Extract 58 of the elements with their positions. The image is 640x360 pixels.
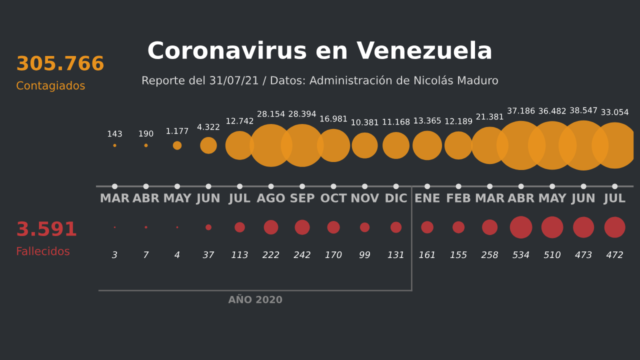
category-label: JUL: [603, 194, 626, 205]
data-label: 37.186: [508, 108, 535, 114]
data-label: 21.381: [476, 114, 504, 120]
category-label: SEP: [290, 194, 314, 202]
data-label: 473: [575, 251, 592, 258]
data-label: 170: [325, 251, 342, 258]
text: AÑO 2020: [228, 294, 282, 304]
text: 3.591: [17, 221, 76, 236]
category-label: ENE: [415, 194, 440, 202]
text: 305.766: [17, 56, 104, 70]
legend-label: Fallecidos: [17, 246, 70, 256]
data-label: 28.394: [288, 110, 316, 117]
category-label: FEB: [447, 194, 470, 202]
data-label: 143: [108, 130, 122, 137]
data-label: 12.189: [445, 118, 472, 124]
data-label: 28.154: [258, 110, 285, 117]
category-label: MAR: [100, 194, 130, 202]
data-label: 10.381: [352, 119, 378, 126]
data-label: 113: [232, 251, 248, 258]
category-label: MAY: [164, 194, 192, 202]
data-label: 155: [450, 251, 467, 258]
data-label: 472: [606, 251, 623, 258]
category-label: ABR: [132, 194, 160, 202]
data-label: 16.981: [320, 116, 347, 122]
data-label: 1.177: [166, 128, 188, 134]
data-label: 13.365: [414, 117, 441, 124]
category-label: ABR: [508, 194, 534, 202]
data-label: 4: [174, 251, 180, 258]
data-label: 37: [202, 251, 214, 258]
category-label: JUN: [196, 194, 220, 205]
data-label: 222: [262, 251, 280, 258]
data-label: 534: [512, 251, 530, 258]
legend-label: Contagiados: [16, 81, 85, 92]
data-label: 38.547: [570, 107, 597, 114]
data-label: 510: [544, 251, 560, 258]
data-label: 11.168: [382, 118, 410, 125]
data-label: 190: [139, 130, 154, 137]
category-label: NOV: [352, 194, 380, 202]
data-label: 33.054: [601, 109, 628, 116]
data-label: 4.322: [197, 124, 220, 130]
category-label: AGO: [256, 194, 285, 202]
data-label: 242: [294, 251, 310, 258]
data-label: 131: [388, 251, 404, 258]
text: Coronavirus en Venezuela: [148, 40, 492, 60]
data-label: 7: [144, 251, 149, 258]
data-label: 36.482: [538, 108, 566, 114]
category-label: MAY: [539, 194, 567, 202]
data-label: 99: [359, 251, 370, 258]
category-label: OCT: [320, 194, 347, 202]
category-label: MAR: [476, 194, 505, 202]
data-label: 12.742: [226, 118, 254, 124]
category-label: DIC: [386, 194, 407, 202]
data-label: 3: [112, 251, 118, 258]
data-label: 161: [419, 251, 435, 258]
text: Reporte del 31/07/21 / Datos: Administración de Nicolás Maduro: [142, 75, 498, 87]
data-label: 258: [481, 251, 498, 258]
category-label: JUL: [228, 194, 250, 205]
category-label: JUN: [571, 194, 594, 205]
